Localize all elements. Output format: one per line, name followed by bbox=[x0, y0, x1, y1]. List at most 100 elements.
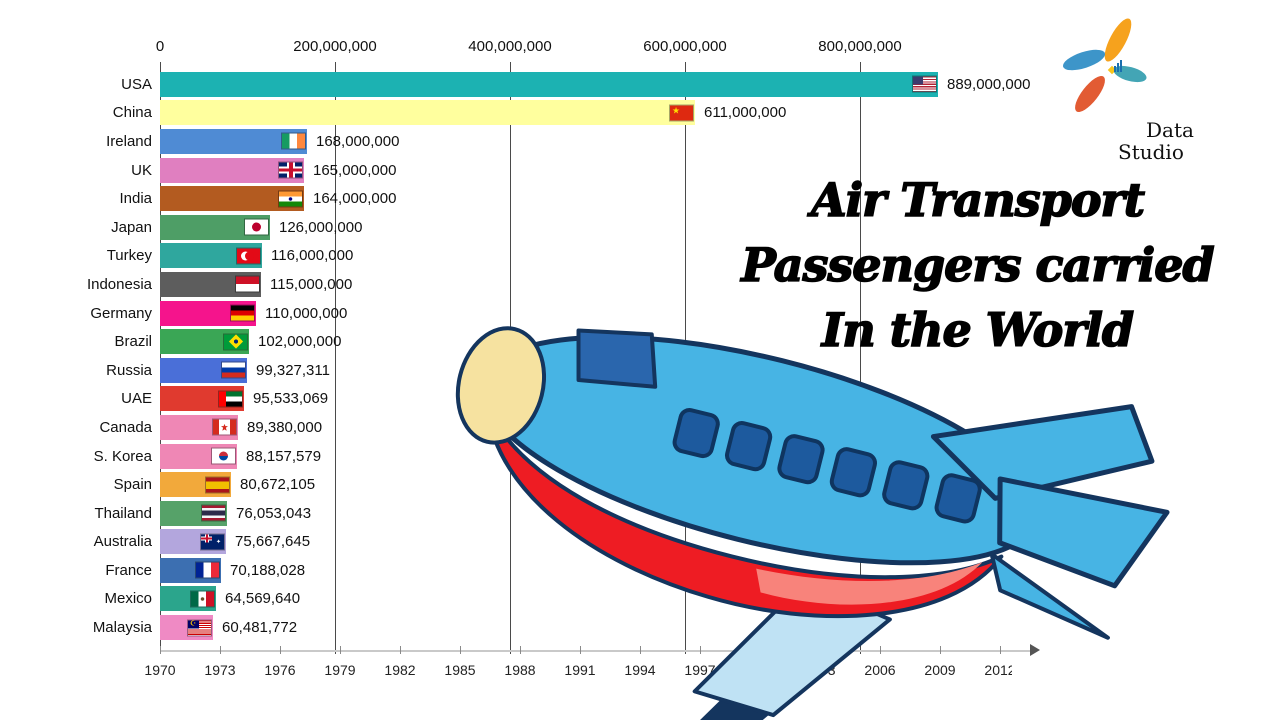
title-line-2: Passengers carried bbox=[740, 237, 1215, 293]
bar-row: UAE 95,533,069 bbox=[0, 385, 1280, 414]
timeline-year: 2009 bbox=[924, 662, 956, 678]
flag-spain-icon bbox=[206, 477, 229, 493]
country-label: Japan bbox=[111, 218, 152, 236]
bar-row: Russia 99,327,311 bbox=[0, 356, 1280, 385]
data-studio-logo-icon bbox=[1062, 18, 1147, 113]
value-label: 126,000,000 bbox=[279, 218, 363, 236]
value-label: 76,053,043 bbox=[236, 504, 312, 522]
x-axis: 0 200,000,000 400,000,000 600,000,000 800,00… bbox=[0, 38, 1280, 60]
timeline-tick bbox=[460, 646, 461, 654]
value-label: 102,000,000 bbox=[258, 333, 342, 351]
timeline-year: 1973 bbox=[204, 662, 236, 678]
bar-row: Mexico 64,569,640 bbox=[0, 585, 1280, 614]
flag-uae-icon bbox=[219, 391, 242, 407]
timeline-tick bbox=[880, 646, 881, 654]
bar-germany bbox=[160, 300, 256, 326]
timeline-year: 1970 bbox=[144, 662, 176, 678]
bar-row: Australia 75,667,645 bbox=[0, 528, 1280, 557]
bar-row: China 611,000,000 bbox=[0, 99, 1280, 128]
x-axis-tick-label: 800,000,000 bbox=[818, 38, 902, 55]
gridline bbox=[335, 62, 336, 654]
value-label: 115,000,000 bbox=[270, 275, 353, 293]
bar-row: Malaysia 60,481,772 bbox=[0, 613, 1280, 642]
bar-france bbox=[160, 557, 221, 583]
bars-container: USA 889,000,000 China 611,000,000 Ireland 168… bbox=[0, 70, 1280, 642]
timeline-year: 1976 bbox=[264, 662, 296, 678]
timeline-tick bbox=[400, 646, 401, 654]
flag-india-icon bbox=[279, 191, 302, 207]
country-label: Australia bbox=[93, 533, 152, 551]
flag-uk-icon bbox=[279, 162, 302, 178]
bar-row: Japan 126,000,000 bbox=[0, 213, 1280, 242]
flag-indonesia-icon bbox=[236, 276, 259, 292]
country-label: Thailand bbox=[94, 504, 152, 522]
timeline-slider-handle[interactable] bbox=[1030, 644, 1040, 656]
bar-mexico bbox=[160, 586, 216, 612]
bar-ireland bbox=[160, 128, 307, 154]
bar-row: Germany 110,000,000 bbox=[0, 299, 1280, 328]
timeline-year: 1985 bbox=[444, 662, 476, 678]
flag-germany-icon bbox=[231, 305, 254, 321]
bar-uae bbox=[160, 386, 244, 412]
timeline-tick bbox=[640, 646, 641, 654]
flag-australia-icon bbox=[201, 534, 224, 550]
value-label: 89,380,000 bbox=[247, 418, 323, 436]
flag-japan-icon bbox=[245, 219, 268, 235]
value-label: 164,000,000 bbox=[313, 190, 397, 208]
country-label: Brazil bbox=[114, 333, 152, 351]
value-label: 611,000,000 bbox=[704, 104, 787, 122]
bar-indonesia bbox=[160, 271, 261, 297]
bar-row: India 164,000,000 bbox=[0, 184, 1280, 213]
timeline-tick bbox=[280, 646, 281, 654]
x-axis-tick-label: 600,000,000 bbox=[643, 38, 727, 55]
flag-thailand-icon bbox=[202, 505, 225, 521]
bar-australia bbox=[160, 529, 226, 555]
flag-mexico-icon bbox=[191, 591, 214, 607]
value-label: 110,000,000 bbox=[265, 304, 348, 322]
timeline-year: 1991 bbox=[564, 662, 596, 678]
bar-china bbox=[160, 100, 695, 126]
country-label: UK bbox=[131, 161, 152, 179]
country-label: Mexico bbox=[104, 590, 152, 608]
bar-spain bbox=[160, 472, 231, 498]
timeline-year: 1982 bbox=[384, 662, 416, 678]
country-label: Indonesia bbox=[86, 275, 152, 293]
value-label: 165,000,000 bbox=[313, 161, 397, 179]
flag-canada-icon bbox=[213, 419, 236, 435]
value-label: 116,000,000 bbox=[271, 247, 354, 265]
country-label: India bbox=[119, 190, 152, 208]
value-label: 168,000,000 bbox=[316, 132, 400, 150]
gridline bbox=[860, 62, 861, 654]
timeline-year: 2006 bbox=[864, 662, 896, 678]
page-title: Air Transport Passengers carried In the … bbox=[715, 168, 1240, 363]
country-label: France bbox=[105, 561, 152, 579]
timeline-year: 1997 bbox=[684, 662, 716, 678]
country-label: UAE bbox=[121, 390, 152, 408]
flag-usa-icon bbox=[913, 76, 936, 92]
bar-japan bbox=[160, 214, 270, 240]
timeline-year: 1979 bbox=[324, 662, 356, 678]
timeline-tick bbox=[340, 646, 341, 654]
value-label: 95,533,069 bbox=[253, 390, 329, 408]
bar-brazil bbox=[160, 329, 249, 355]
bar-russia bbox=[160, 357, 247, 383]
bar-thailand bbox=[160, 500, 227, 526]
country-label: Ireland bbox=[106, 132, 152, 150]
flag-brazil-icon bbox=[224, 334, 247, 350]
logo-text-studio: Studio bbox=[1118, 140, 1184, 164]
flag-malaysia-icon bbox=[188, 620, 211, 636]
country-label: Russia bbox=[106, 361, 152, 379]
value-label: 60,481,772 bbox=[222, 619, 298, 637]
value-label: 75,667,645 bbox=[235, 533, 311, 551]
timeline-year: 1988 bbox=[504, 662, 536, 678]
bar-india bbox=[160, 186, 304, 212]
flag-korea-icon bbox=[212, 448, 235, 464]
bar-row: Brazil 102,000,000 bbox=[0, 327, 1280, 356]
value-label: 64,569,640 bbox=[225, 590, 301, 608]
timeline-tick bbox=[160, 646, 161, 654]
value-label: 99,327,311 bbox=[256, 361, 330, 379]
bar-malaysia bbox=[160, 615, 213, 641]
country-label: Spain bbox=[113, 476, 152, 494]
country-label: China bbox=[112, 104, 152, 122]
bar-korea bbox=[160, 443, 237, 469]
